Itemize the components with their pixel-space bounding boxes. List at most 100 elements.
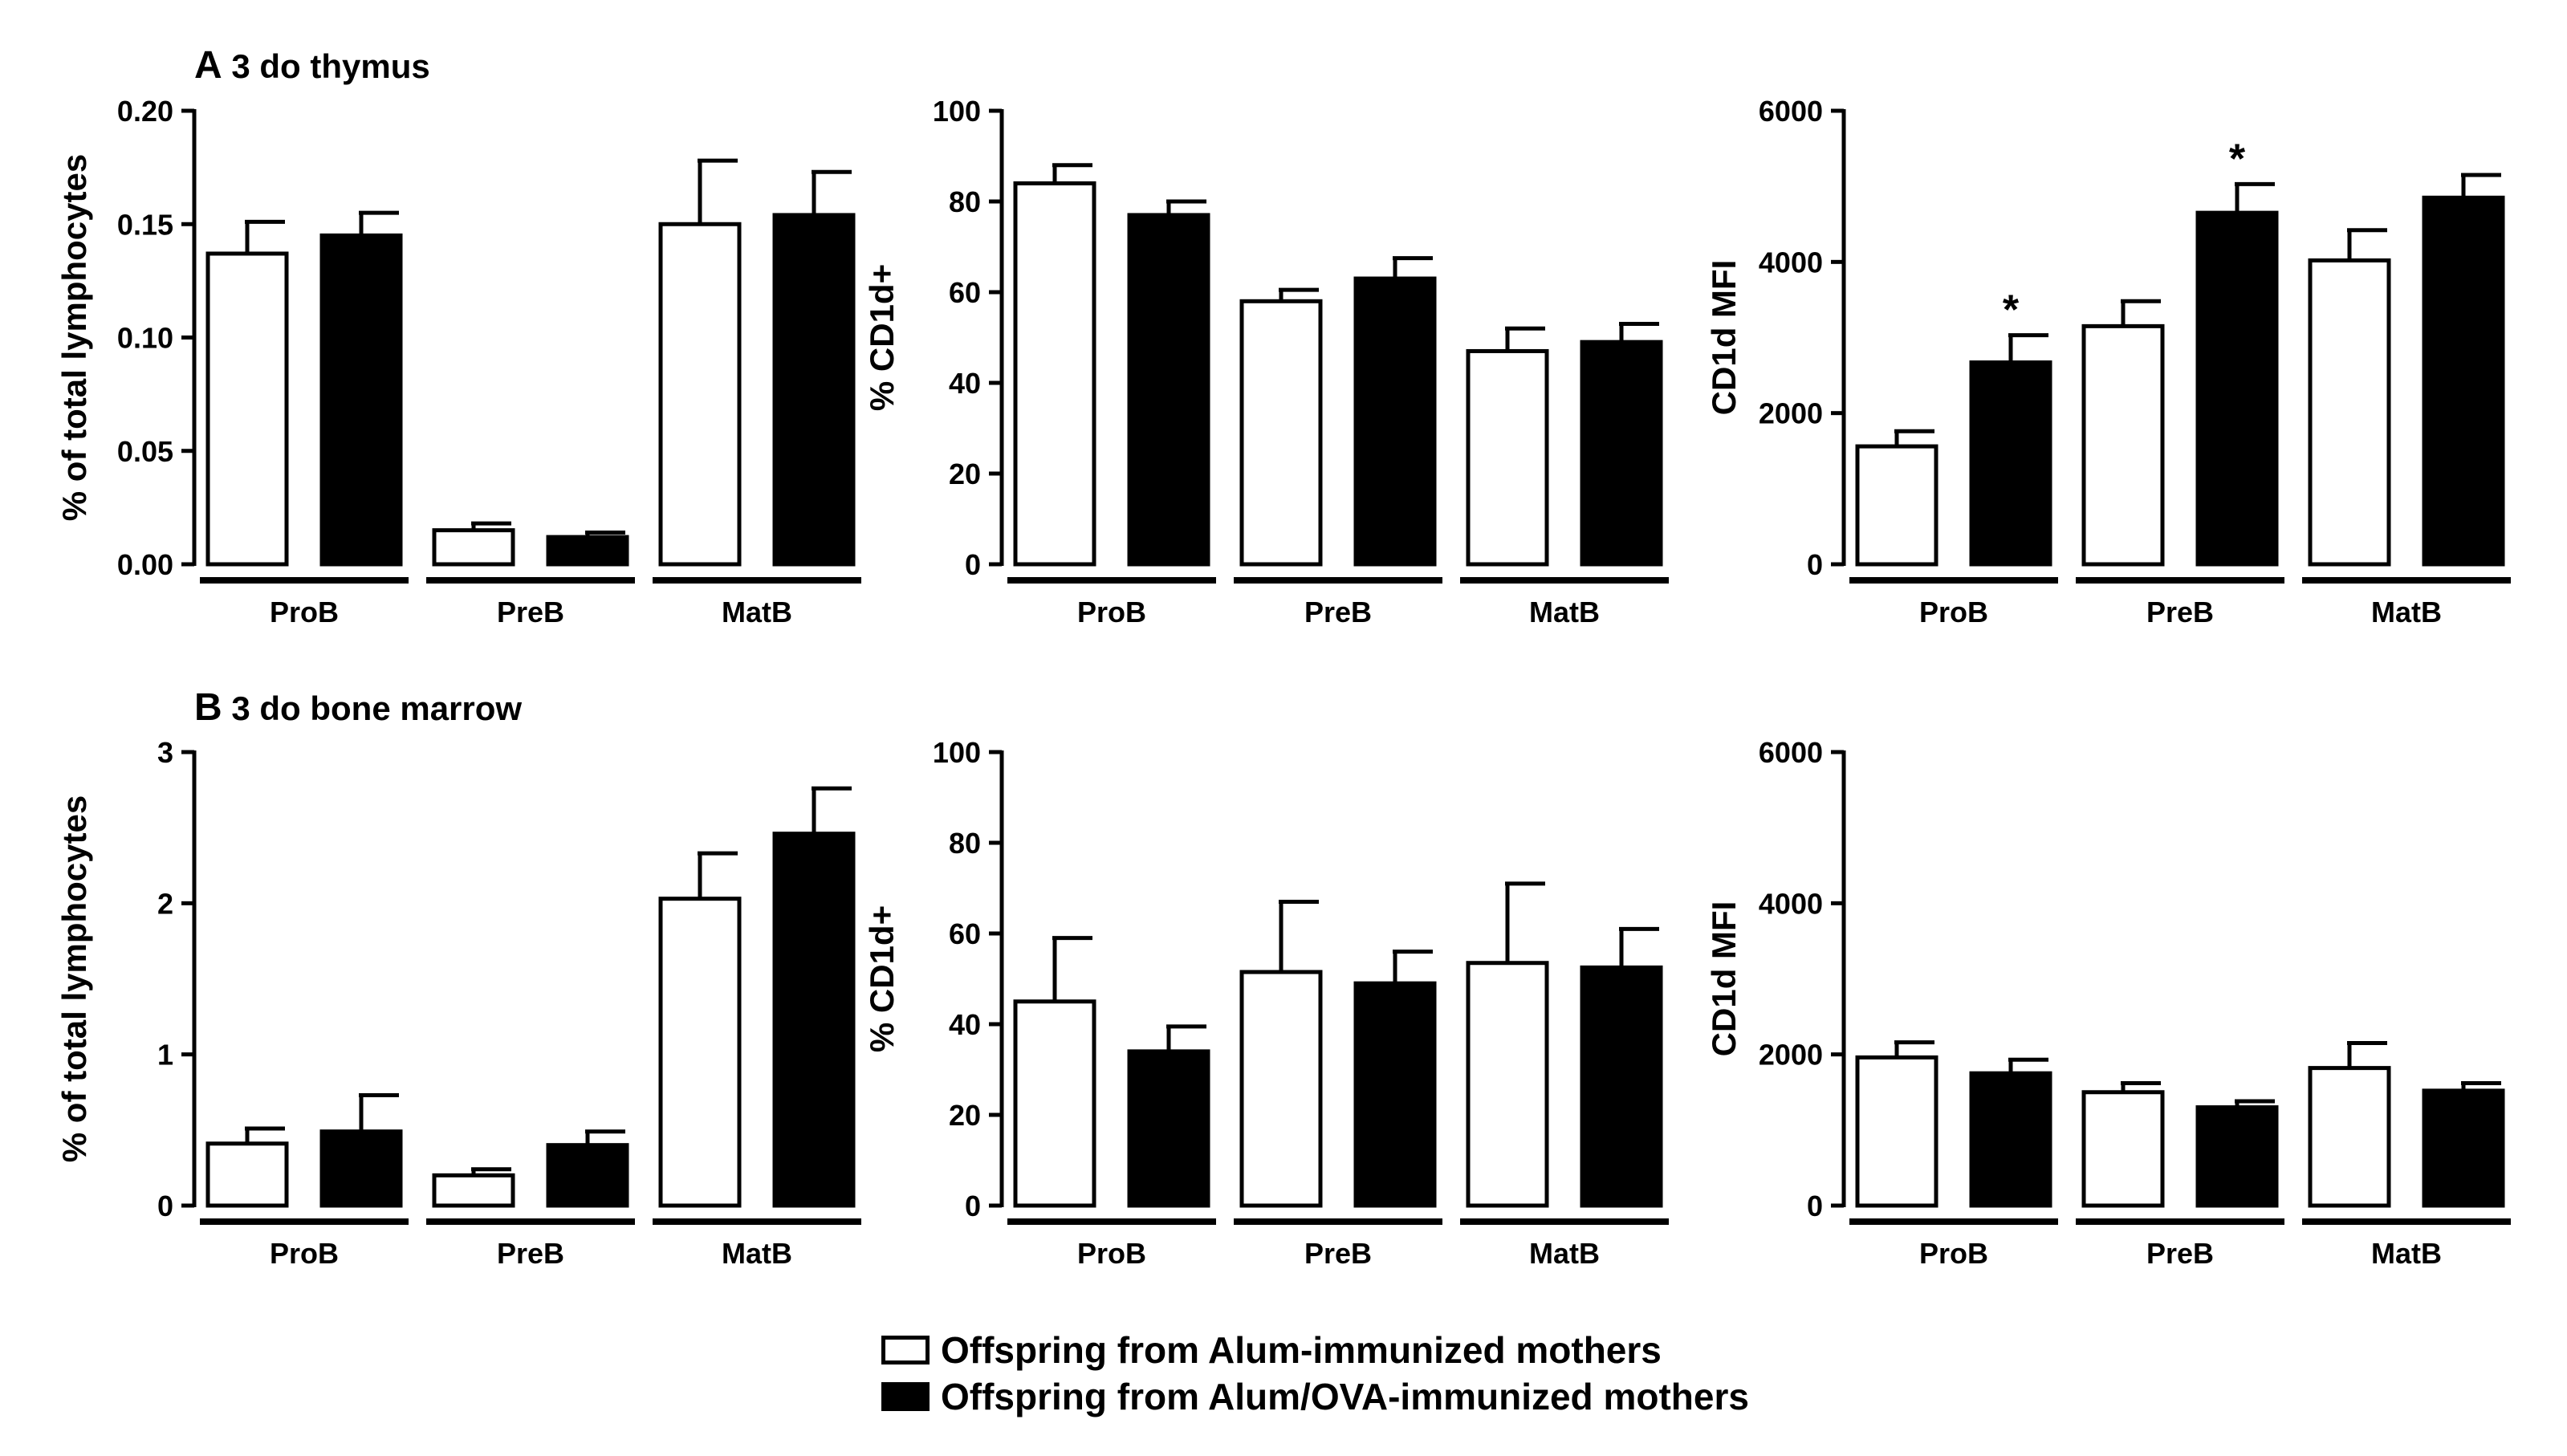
- category-label: PreB: [2146, 1237, 2214, 1270]
- y-tick-label: 80: [949, 827, 981, 860]
- y-axis-label: % of total lymphocytes: [55, 154, 93, 521]
- bar: [1013, 181, 1096, 567]
- bar: [205, 251, 289, 567]
- y-axis-label: % CD1d+: [863, 264, 901, 411]
- bar: [1855, 444, 1938, 567]
- bar: [1013, 999, 1096, 1208]
- bar: [1969, 360, 2052, 567]
- bar: [546, 535, 629, 567]
- bar: [546, 1143, 629, 1208]
- y-tick-label: 2000: [1759, 1039, 1823, 1072]
- bar: [1466, 348, 1549, 567]
- bar: [772, 832, 856, 1208]
- y-tick-label: 40: [949, 1008, 981, 1041]
- y-axis-label: % CD1d+: [863, 905, 901, 1052]
- bar: [1353, 981, 1437, 1208]
- category-label: MatB: [2371, 596, 2442, 628]
- bar: [319, 1129, 403, 1208]
- legend-swatch-alum-ova: [881, 1382, 930, 1411]
- y-tick-label: 20: [949, 1099, 981, 1132]
- y-tick-label: 40: [949, 367, 981, 400]
- panel-a-letter: A: [194, 44, 222, 87]
- y-tick-label: 3: [157, 736, 173, 769]
- bar: [658, 222, 742, 567]
- y-tick-label: 2: [157, 887, 173, 920]
- y-tick-label: 4000: [1759, 887, 1823, 920]
- bar: [2081, 1090, 2165, 1208]
- bar: [2422, 1088, 2505, 1208]
- legend-label-alum-ova: Offspring from Alum/OVA-immunized mother…: [941, 1376, 1749, 1417]
- y-tick-label: 2000: [1759, 397, 1823, 430]
- chart-4: 0 1 2 3 % of total lymphocytes ProB PreB MatB: [55, 736, 861, 1270]
- bar: [658, 897, 742, 1208]
- category-label: ProB: [1919, 596, 1988, 628]
- legend-swatch-alum: [881, 1336, 930, 1364]
- y-axis-label: CD1d MFI: [1705, 260, 1743, 416]
- category-label: MatB: [1529, 596, 1600, 628]
- y-tick-label: 80: [949, 185, 981, 218]
- panel-b-letter: B: [194, 686, 222, 729]
- legend: Offspring from Alum-immunized mothers Of…: [881, 1329, 1749, 1422]
- y-tick-label: 0: [965, 548, 981, 581]
- bar: [2308, 258, 2391, 567]
- significance-mark: *: [2003, 287, 2020, 334]
- y-tick-label: 100: [933, 95, 981, 128]
- y-tick-label: 1: [157, 1039, 173, 1072]
- chart-5: 0 20 40 60 80 100 % CD1d+ ProB PreB MatB: [863, 736, 1669, 1270]
- bar: [1969, 1071, 2052, 1208]
- y-tick-label: 0: [1807, 548, 1823, 581]
- bar: [1127, 1049, 1210, 1208]
- category-label: MatB: [722, 1237, 792, 1270]
- y-tick-label: 0.05: [117, 435, 173, 468]
- y-tick-label: 4000: [1759, 246, 1823, 279]
- category-label: ProB: [1077, 1237, 1146, 1270]
- bar: [772, 213, 856, 567]
- category-label: ProB: [270, 1237, 339, 1270]
- bar: [2081, 323, 2165, 567]
- y-tick-label: 100: [933, 736, 981, 769]
- bar: [2422, 195, 2505, 567]
- category-label: PreB: [497, 1237, 564, 1270]
- chart-2: 0 20 40 60 80 100 % CD1d+ ProB PreB MatB: [863, 95, 1669, 628]
- legend-label-alum: Offspring from Alum-immunized mothers: [941, 1329, 1662, 1371]
- significance-mark: *: [2229, 136, 2246, 182]
- bar: [2308, 1066, 2391, 1208]
- bar: [1466, 961, 1549, 1208]
- category-label: PreB: [2146, 596, 2214, 628]
- panel-b-title: 3 do bone marrow: [231, 689, 523, 727]
- y-tick-label: 20: [949, 458, 981, 490]
- category-label: PreB: [1304, 1237, 1372, 1270]
- category-label: PreB: [497, 596, 564, 628]
- y-tick-label: 0: [965, 1190, 981, 1222]
- y-tick-label: 0: [157, 1190, 173, 1222]
- y-tick-label: 0.10: [117, 322, 173, 355]
- legend-item-alum-ova: Offspring from Alum/OVA-immunized mother…: [881, 1376, 1749, 1417]
- bar: [205, 1141, 289, 1208]
- y-tick-label: 60: [949, 276, 981, 309]
- bar: [319, 233, 403, 567]
- category-label: MatB: [1529, 1237, 1600, 1270]
- bar: [1353, 276, 1437, 567]
- chart-6: 0 2000 4000 6000 CD1d MFI ProB PreB MatB: [1705, 736, 2511, 1270]
- panel-b-label: B 3 do bone marrow: [194, 689, 522, 727]
- category-label: ProB: [1077, 596, 1146, 628]
- panel-a-label: A 3 do thymus: [194, 47, 430, 85]
- y-tick-label: 60: [949, 917, 981, 950]
- category-label: ProB: [270, 596, 339, 628]
- y-tick-label: 0.15: [117, 208, 173, 241]
- category-label: MatB: [2371, 1237, 2442, 1270]
- bar: [2195, 1105, 2279, 1208]
- chart-grid: 0.00 0.05 0.10 0.15 0.20 % of total lymphocyt…: [55, 95, 2511, 1270]
- y-tick-label: 0: [1807, 1190, 1823, 1222]
- bar: [1855, 1055, 1938, 1208]
- panel-a-title: 3 do thymus: [231, 47, 430, 85]
- chart-3: 0 2000 4000 6000 CD1d MFI * ProB * PreB MatB: [1705, 95, 2511, 628]
- y-tick-label: 6000: [1759, 95, 1823, 128]
- category-label: ProB: [1919, 1237, 1988, 1270]
- bar: [432, 1173, 515, 1208]
- bar: [1580, 340, 1663, 567]
- legend-item-alum: Offspring from Alum-immunized mothers: [881, 1329, 1749, 1371]
- bar: [432, 528, 515, 567]
- bar: [1239, 299, 1323, 567]
